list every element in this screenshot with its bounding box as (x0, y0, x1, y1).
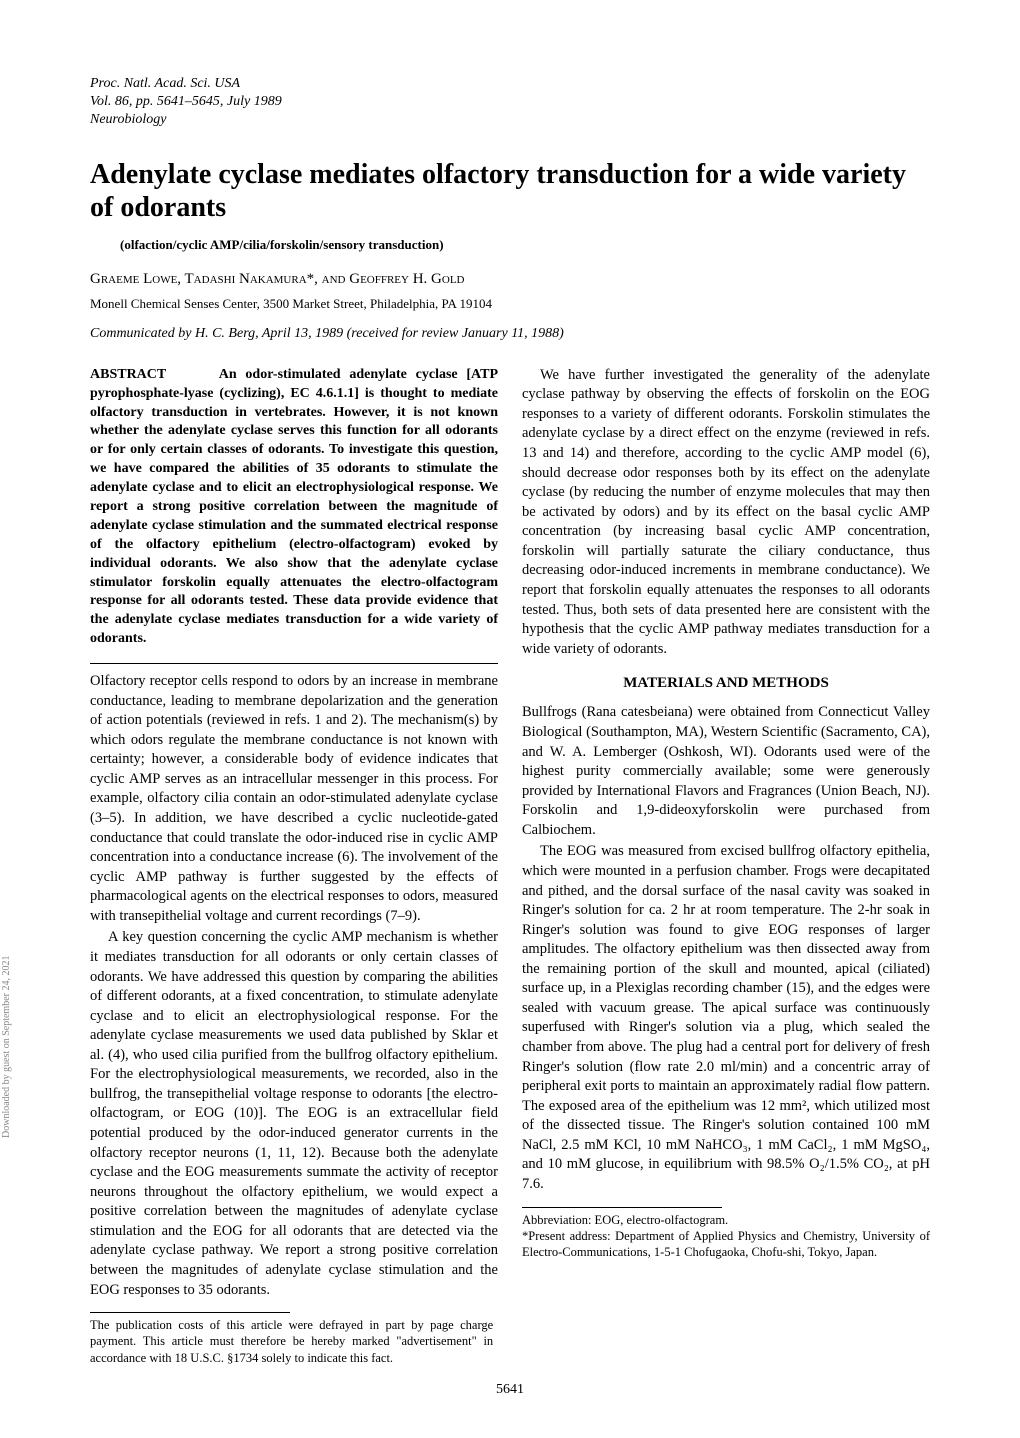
body-paragraph-1: Olfactory receptor cells respond to odor… (90, 672, 498, 926)
page-number: 5641 (90, 1382, 930, 1398)
authors: Graeme Lowe, Tadashi Nakamura*, and Geof… (90, 271, 930, 288)
affiliation: Monell Chemical Senses Center, 3500 Mark… (90, 296, 930, 312)
journal-header: Proc. Natl. Acad. Sci. USA Vol. 86, pp. … (90, 75, 930, 130)
communicated-by: Communicated by H. C. Berg, April 13, 19… (90, 326, 930, 342)
section-heading-methods: MATERIALS AND METHODS (522, 673, 930, 693)
body-paragraph-2: A key question concerning the cyclic AMP… (90, 928, 498, 1300)
download-label: Downloaded by guest on September 24, 202… (1, 955, 12, 1137)
methods-paragraph-2: The EOG was measured from excised bullfr… (522, 842, 930, 1194)
body-paragraph-3: We have further investigated the general… (522, 366, 930, 659)
footnote-abbreviation: Abbreviation: EOG, electro-olfactogram. (522, 1212, 930, 1228)
footnote-divider-left (90, 1312, 290, 1313)
keywords: (olfaction/cyclic AMP/cilia/forskolin/se… (120, 237, 930, 253)
footnote-address: *Present address: Department of Applied … (522, 1228, 930, 1261)
article-title: Adenylate cyclase mediates olfactory tra… (90, 158, 930, 225)
journal-name: Proc. Natl. Acad. Sci. USA (90, 75, 930, 93)
section-name: Neurobiology (90, 111, 930, 129)
abstract-content: An odor-stimulated adenylate cyclase [AT… (90, 367, 498, 646)
article-body: ABSTRACT An odor-stimulated adenylate cy… (90, 366, 930, 1300)
footnote-publication: The publication costs of this article we… (90, 1317, 493, 1366)
abstract: ABSTRACT An odor-stimulated adenylate cy… (90, 366, 498, 649)
methods-paragraph-1: Bullfrogs (Rana catesbeiana) were obtain… (522, 703, 930, 840)
abstract-label: ABSTRACT (90, 367, 166, 382)
footnote-divider-right (522, 1207, 722, 1208)
abstract-divider (90, 663, 498, 664)
volume-info: Vol. 86, pp. 5641–5645, July 1989 (90, 93, 930, 111)
